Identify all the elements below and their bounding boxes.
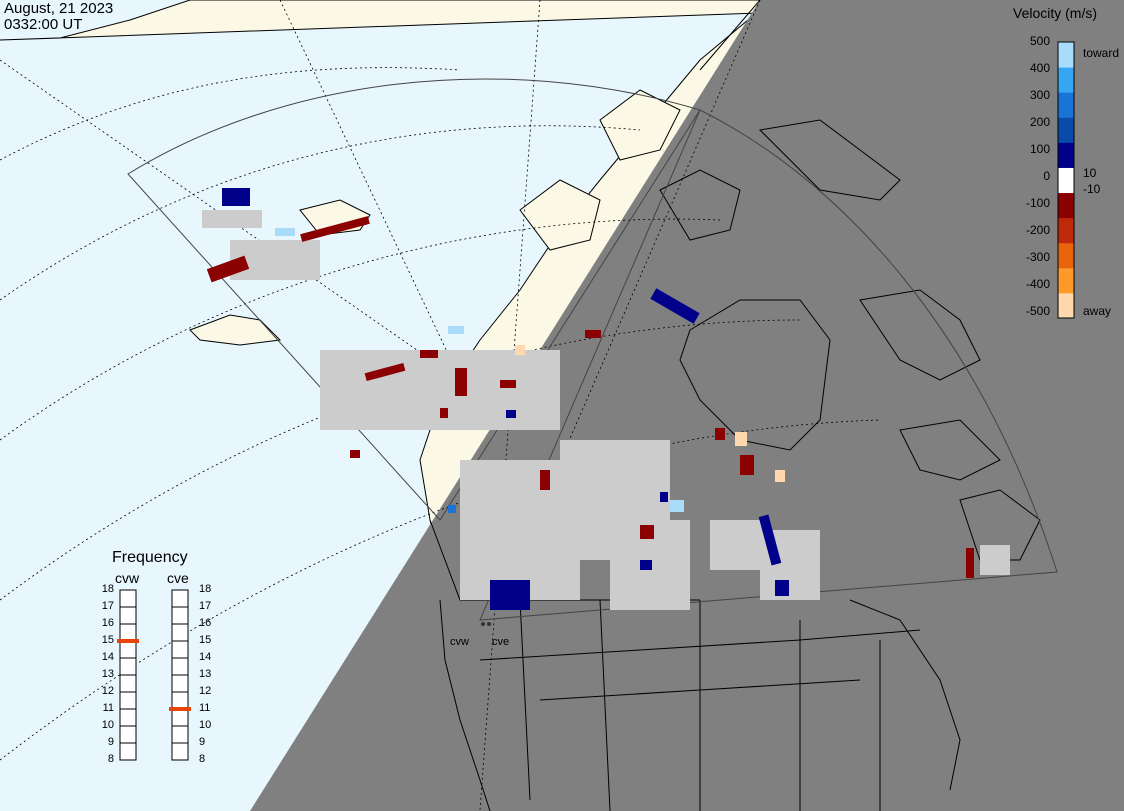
colorbar-segment (1058, 192, 1074, 219)
frequency-radar-label-cve: cve (167, 570, 189, 586)
colorbar-tick-label: 300 (1029, 88, 1050, 102)
frequency-gauge-cell (171, 657, 189, 676)
frequency-gauges (117, 589, 191, 761)
colorbar-tick-label: 100 (1029, 142, 1050, 156)
colorbar-segment (1058, 67, 1074, 93)
frequency-scale-label-right: 13 (199, 668, 212, 680)
frequency-scale-label-left: 12 (101, 685, 114, 697)
frequency-scale-label-right: 10 (199, 719, 212, 731)
colorbar-tick-label: -200 (1025, 223, 1050, 237)
colorbar-frame (1057, 41, 1075, 319)
colorbar-tick-label: -300 (1025, 250, 1050, 264)
frequency-scale-label-left: 17 (101, 600, 114, 612)
frequency-scale-label-right: 14 (199, 651, 212, 663)
site-label-cvw: cvw (450, 636, 469, 648)
frequency-scale-label-left: 11 (102, 702, 114, 714)
colorbar-tick-label: 0 (1043, 169, 1050, 183)
frequency-gauge-cell (119, 725, 137, 744)
frequency-gauge-cell (171, 691, 189, 710)
frequency-gauge-cell (171, 589, 189, 608)
frequency-scale-label-right: 15 (199, 634, 212, 646)
velocity-light-cells (275, 228, 785, 513)
site-label-cve: cve (492, 636, 510, 648)
frequency-gauge-cell (171, 742, 189, 761)
frequency-scale-label-left: 14 (101, 651, 114, 663)
frequency-gauge-cell (119, 674, 137, 693)
frequency-scale-label-left: 9 (107, 736, 114, 748)
frequency-gauge-cell (171, 606, 189, 625)
frequency-gauge-cell (171, 674, 189, 693)
colorbar-label-away: away (1083, 304, 1112, 318)
colorbar-tick-label: 400 (1029, 61, 1050, 75)
frequency-gauge-cell (171, 725, 189, 744)
frequency-scale-label-left: 18 (101, 583, 114, 595)
colorbar (1057, 41, 1075, 319)
frequency-gauge-cell (119, 623, 137, 642)
frequency-scale-label-left: 15 (101, 634, 114, 646)
colorbar-tick-label: -100 (1025, 196, 1050, 210)
colorbar-label-neg-threshold: -10 (1083, 182, 1101, 196)
frequency-scale-label-left: 16 (101, 617, 114, 629)
colorbar-segment (1058, 292, 1074, 319)
frequency-gauge-cell (119, 589, 137, 608)
colorbar-segment (1058, 142, 1074, 168)
frequency-scale-label-left: 8 (107, 753, 114, 765)
colorbar-segment (1058, 167, 1074, 194)
velocity-toward-cells (222, 188, 789, 610)
frequency-scale-label-right: 17 (199, 600, 212, 612)
frequency-gauge-cell (119, 606, 137, 625)
frequency-scale-label-right: 12 (199, 685, 212, 697)
night-shade (250, 0, 1124, 811)
colorbar-tick-label: -400 (1025, 277, 1050, 291)
colorbar-segment (1058, 217, 1074, 244)
frequency-scale-label-right: 18 (199, 583, 212, 595)
colorbar-label-toward: toward (1083, 46, 1120, 60)
frequency-gauge-cell (119, 657, 137, 676)
title-time: 0332:00 UT (4, 16, 83, 33)
colorbar-label-pos-threshold: 10 (1083, 166, 1097, 180)
colorbar-segment (1058, 42, 1074, 68)
frequency-scale-label-right: 9 (199, 736, 206, 748)
colorbar-tick-label: -500 (1025, 304, 1050, 318)
frequency-gauge-cell (171, 623, 189, 642)
colorbar-segment (1058, 242, 1074, 269)
colorbar-title: Velocity (m/s) (1013, 5, 1098, 21)
frequency-gauge-cell (119, 691, 137, 710)
colorbar-tick-label: 500 (1029, 34, 1050, 48)
frequency-gauge-cell (171, 708, 189, 727)
colorbar-segment (1058, 267, 1074, 294)
frequency-gauge-cell (119, 640, 137, 659)
frequency-scale-label-left: 10 (101, 719, 114, 731)
frequency-scale-label-right: 11 (199, 702, 211, 714)
frequency-marker-cve (169, 707, 191, 711)
site-marker-cve (487, 622, 491, 626)
frequency-scale-label-right: 16 (199, 617, 212, 629)
frequency-radar-label-cvw: cvw (115, 570, 140, 586)
colorbar-segment (1058, 92, 1074, 118)
colorbar-segment (1058, 117, 1074, 143)
frequency-scale-label-right: 8 (199, 753, 206, 765)
frequency-gauge-cell (119, 742, 137, 761)
frequency-scale-label-left: 13 (101, 668, 114, 680)
title-date: August, 21 2023 (4, 0, 114, 17)
frequency-marker-cvw (117, 639, 139, 643)
frequency-gauge-cell (119, 708, 137, 727)
fov-outline (127, 78, 1058, 621)
velocity-away-cells (206, 216, 974, 578)
colorbar-tick-label: 200 (1029, 115, 1050, 129)
frequency-title: Frequency (112, 549, 188, 566)
frequency-gauge-cell (171, 640, 189, 659)
site-marker-cvw (481, 622, 485, 626)
